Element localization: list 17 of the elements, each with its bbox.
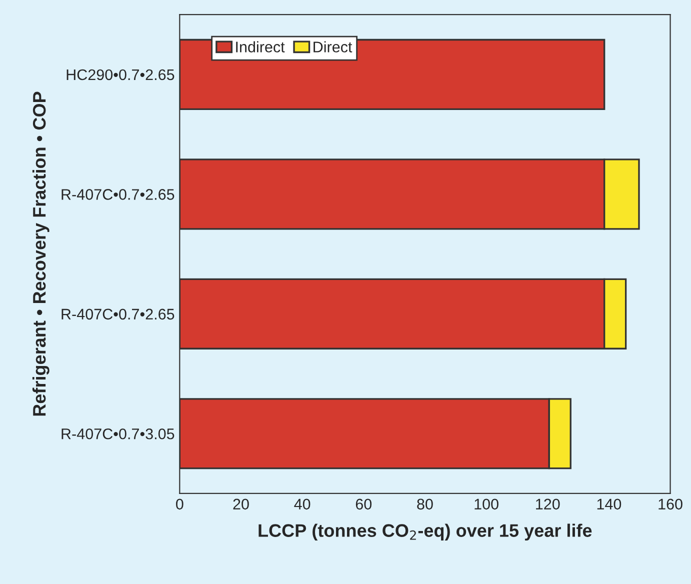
x-tick-label: 140 xyxy=(597,498,622,510)
x-tick-label: 100 xyxy=(474,498,498,510)
x-tick-label: 160 xyxy=(658,498,682,510)
x-tick-label: 0 xyxy=(176,498,184,510)
y-tick-label: R-407C•0.7•3.05 xyxy=(62,428,174,440)
x-tick-label: 80 xyxy=(417,498,433,510)
legend-label: Indirect xyxy=(236,41,285,52)
y-tick-label: R-407C•0.7•2.65 xyxy=(62,308,174,320)
y-tick-label: HC290•0.7•2.65 xyxy=(66,69,174,80)
x-tick-label: 120 xyxy=(536,498,560,510)
x-tick-label: 40 xyxy=(294,498,310,510)
y-axis-title: Refrigerant • Recovery Fraction • COP xyxy=(32,92,50,416)
y-tick-label: R-407C•0.7•2.65 xyxy=(62,189,174,200)
legend-label: Direct xyxy=(314,41,352,52)
x-tick-label: 20 xyxy=(233,498,249,510)
x-tick-label: 60 xyxy=(356,498,372,510)
x-axis-title: LCCP (tonnes CO$_{2}$-eq) over 15 year life xyxy=(258,524,592,541)
